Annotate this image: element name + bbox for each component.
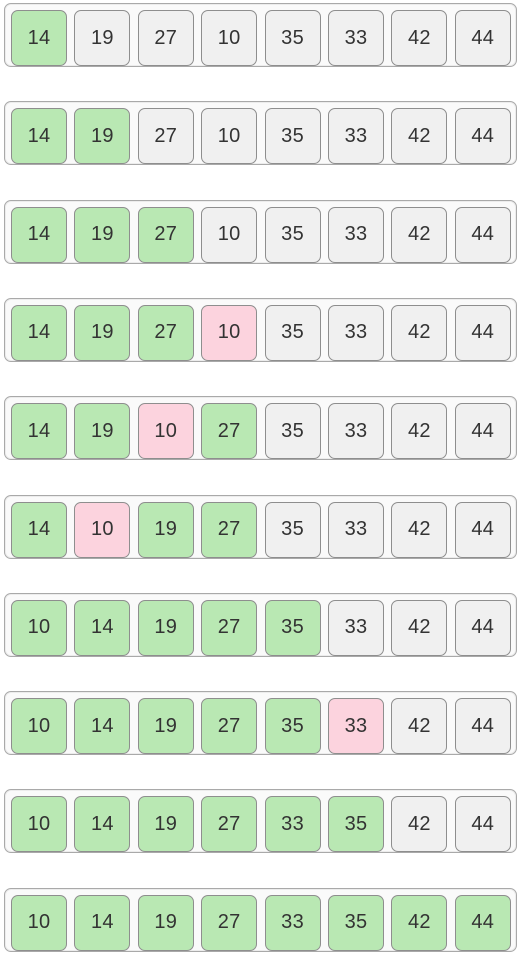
array-cell-unsorted: 33 [328, 108, 384, 165]
array-cell-unsorted: 33 [328, 10, 384, 66]
array-cell-sorted: 19 [74, 304, 131, 361]
array-cell-unsorted: 33 [328, 304, 384, 361]
step-row: 14 19 27 10 35 33 42 44 [4, 101, 517, 166]
array-cell-unsorted: 19 [74, 10, 131, 66]
array-cell-unsorted: 44 [454, 501, 511, 558]
array-cell-sorted: 27 [201, 698, 258, 755]
array-cell-sorted: 19 [137, 501, 194, 558]
step-row: 10 14 19 27 33 35 42 44 [4, 789, 517, 854]
array-cell-unsorted: 42 [391, 796, 448, 853]
step-row: 14 19 10 27 35 33 42 44 [4, 396, 517, 461]
array-cell-sorted: 14 [11, 304, 67, 361]
array-cell-unsorted: 33 [328, 403, 384, 460]
array-cell-unsorted: 42 [391, 10, 448, 66]
array-cell-unsorted: 35 [264, 108, 321, 165]
array-cell-sorted: 14 [74, 894, 131, 951]
array-cell-unsorted: 35 [264, 10, 321, 66]
array-cell-unsorted: 44 [454, 403, 511, 460]
array-cell-sorted: 19 [137, 796, 194, 853]
array-cell-sorted: 35 [264, 599, 321, 656]
array-cell-sorted: 35 [264, 698, 321, 755]
array-cell-sorted: 14 [11, 501, 67, 558]
array-cell-sorted: 14 [74, 599, 131, 656]
array-cell-unsorted: 27 [137, 10, 194, 66]
step-row: 14 19 27 10 35 33 42 44 [4, 199, 517, 264]
array-cell-unsorted: 35 [264, 304, 321, 361]
array-cell-sorted: 33 [264, 796, 321, 853]
step-row: 10 14 19 27 33 35 42 44 [4, 887, 517, 952]
array-cell-sorted: 27 [137, 304, 194, 361]
array-cell-unsorted: 33 [328, 599, 384, 656]
array-cell-unsorted: 42 [391, 698, 448, 755]
array-cell-sorted: 10 [11, 796, 67, 853]
array-cell-unsorted: 35 [264, 206, 321, 263]
array-cell-sorted: 27 [201, 501, 258, 558]
array-cell-unsorted: 42 [391, 206, 448, 263]
array-cell-sorted: 10 [11, 698, 67, 755]
step-row: 10 14 19 27 35 33 42 44 [4, 691, 517, 756]
array-cell-unsorted: 27 [137, 108, 194, 165]
step-row: 14 10 19 27 35 33 42 44 [4, 494, 517, 559]
step-row: 10 14 19 27 35 33 42 44 [4, 592, 517, 657]
array-cell-sorted: 14 [11, 206, 67, 263]
array-cell-current: 10 [137, 403, 194, 460]
array-cell-unsorted: 42 [391, 599, 448, 656]
array-cell-unsorted: 35 [264, 501, 321, 558]
array-cell-unsorted: 44 [454, 10, 511, 66]
array-cell-sorted: 19 [74, 206, 131, 263]
array-cell-sorted: 42 [391, 894, 448, 951]
array-cell-sorted: 27 [137, 206, 194, 263]
array-cell-unsorted: 10 [201, 108, 258, 165]
array-cell-unsorted: 10 [201, 206, 258, 263]
array-cell-sorted: 33 [264, 894, 321, 951]
array-cell-unsorted: 42 [391, 108, 448, 165]
array-cell-sorted: 14 [11, 108, 67, 165]
array-cell-sorted: 19 [137, 599, 194, 656]
array-cell-sorted: 14 [11, 10, 67, 66]
array-cell-sorted: 19 [137, 698, 194, 755]
array-cell-current: 10 [74, 501, 131, 558]
array-cell-sorted: 10 [11, 599, 67, 656]
array-cell-unsorted: 44 [454, 108, 511, 165]
array-cell-unsorted: 33 [328, 206, 384, 263]
array-cell-unsorted: 42 [391, 304, 448, 361]
array-cell-sorted: 44 [454, 894, 511, 951]
array-cell-sorted: 14 [74, 796, 131, 853]
array-cell-unsorted: 44 [454, 698, 511, 755]
array-cell-sorted: 27 [201, 599, 258, 656]
array-cell-current: 10 [201, 304, 258, 361]
step-row: 14 19 27 10 35 33 42 44 [4, 3, 517, 67]
array-cell-unsorted: 33 [328, 501, 384, 558]
array-cell-sorted: 35 [328, 894, 384, 951]
array-cell-sorted: 19 [137, 894, 194, 951]
array-cell-unsorted: 10 [201, 10, 258, 66]
array-cell-sorted: 14 [74, 698, 131, 755]
array-cell-unsorted: 35 [264, 403, 321, 460]
array-cell-sorted: 19 [74, 403, 131, 460]
array-cell-sorted: 35 [328, 796, 384, 853]
array-cell-unsorted: 42 [391, 501, 448, 558]
array-cell-unsorted: 44 [454, 206, 511, 263]
array-cell-unsorted: 42 [391, 403, 448, 460]
array-cell-sorted: 14 [11, 403, 67, 460]
array-cell-sorted: 27 [201, 894, 258, 951]
array-cell-sorted: 27 [201, 403, 258, 460]
array-cell-unsorted: 44 [454, 304, 511, 361]
array-cell-sorted: 10 [11, 894, 67, 951]
array-cell-sorted: 27 [201, 796, 258, 853]
array-cell-sorted: 19 [74, 108, 131, 165]
array-cell-current: 33 [328, 698, 384, 755]
step-row: 14 19 27 10 35 33 42 44 [4, 297, 517, 362]
array-cell-unsorted: 44 [454, 796, 511, 853]
array-cell-unsorted: 44 [454, 599, 511, 656]
